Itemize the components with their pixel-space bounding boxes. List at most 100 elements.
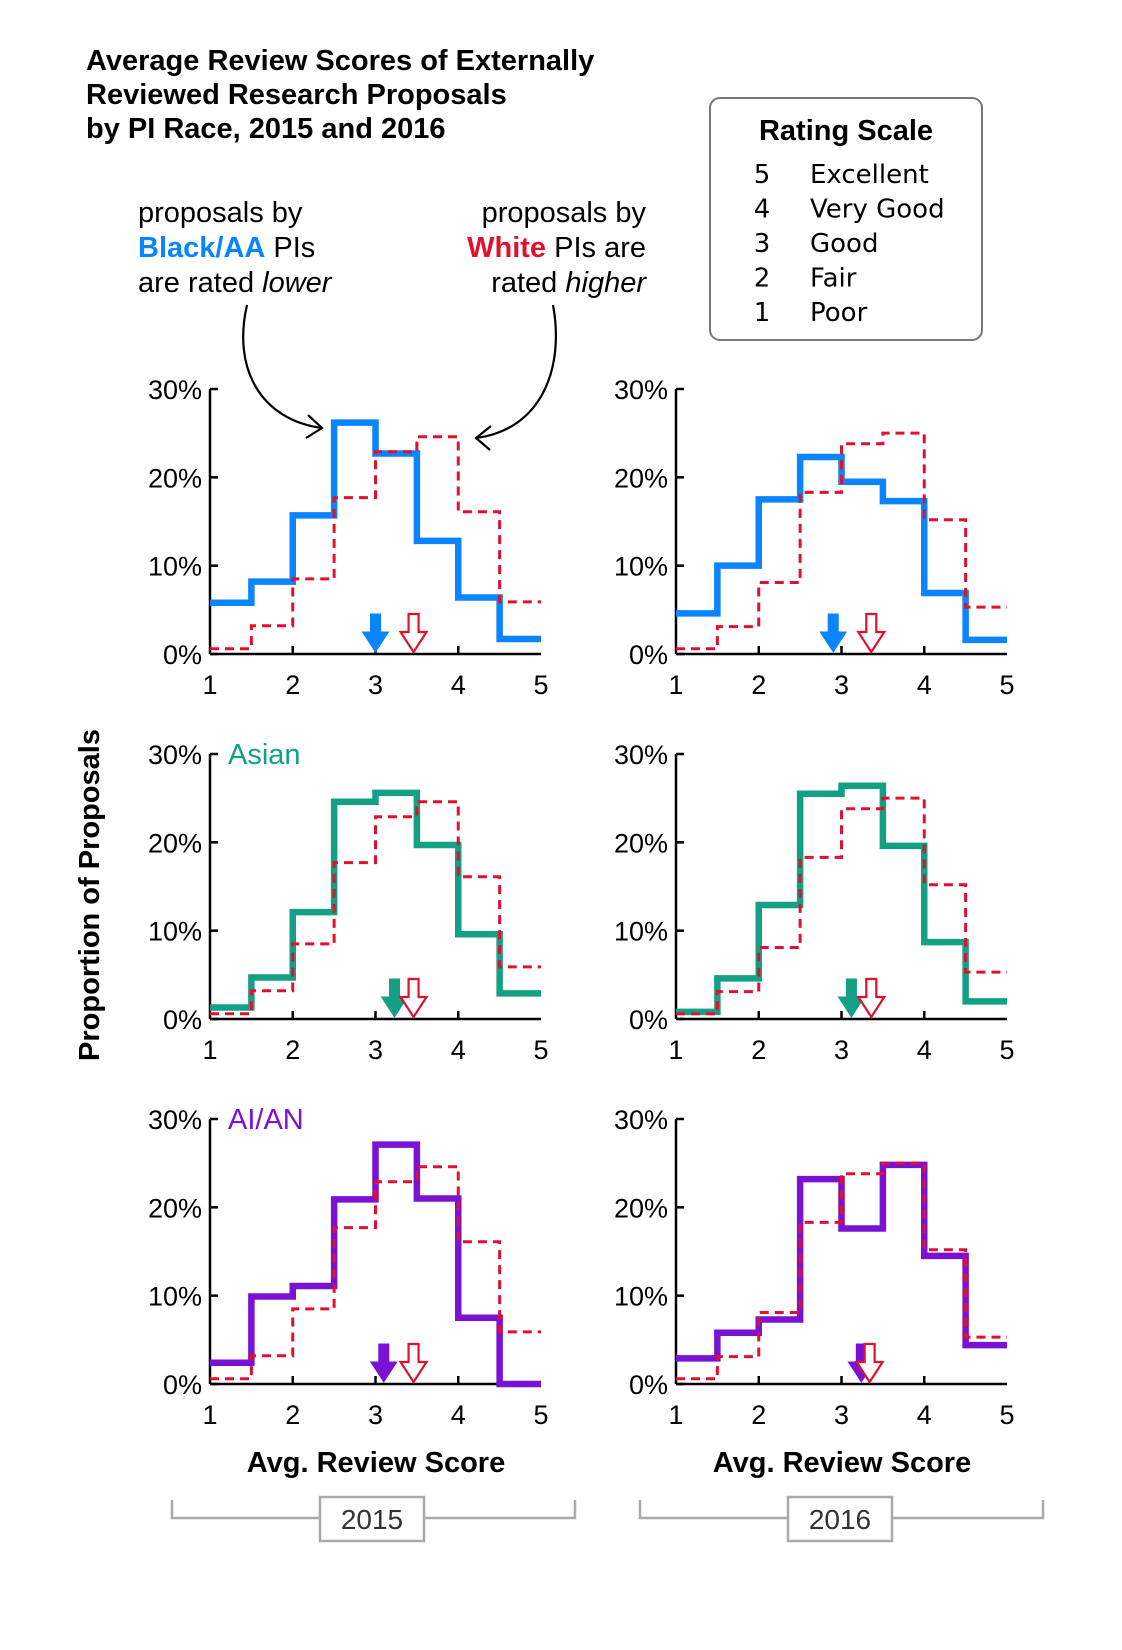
legend-title: Rating Scale: [759, 115, 933, 147]
group-label: AI/AN: [228, 1104, 304, 1136]
y-tick-label: 0%: [163, 640, 202, 670]
annotation-left-line2: Black/AA PIs: [138, 232, 315, 264]
y-tick-label: 0%: [629, 1005, 668, 1035]
x-tick-label: 1: [668, 1400, 683, 1430]
x-tick-label: 5: [533, 670, 548, 700]
title-line-3: by PI Race, 2015 and 2016: [86, 113, 446, 145]
y-tick-label: 20%: [148, 463, 202, 493]
y-tick-label: 30%: [614, 375, 668, 405]
x-tick-label: 4: [451, 1400, 466, 1430]
annotation-right-line2: White PIs are: [467, 232, 646, 264]
x-tick-label: 3: [834, 1400, 849, 1430]
x-tick-label: 2: [751, 1400, 766, 1430]
panel-2015-asian: 0% 10% 20% 30% 1 2 3 4 5 Asian: [148, 739, 549, 1065]
annotation-right: proposals by White PIs are rated higher: [467, 197, 647, 451]
x-tick-label: 3: [368, 1035, 383, 1065]
y-axis-label: Proportion of Proposals: [74, 729, 106, 1061]
y-tick-label: 30%: [148, 740, 202, 770]
y-tick-label: 10%: [148, 917, 202, 947]
y-tick-label: 10%: [148, 552, 202, 582]
legend-score: 3: [754, 229, 771, 259]
panel-2015-black-aa: 0% 10% 20% 30% 1 2 3 4 5: [148, 375, 549, 700]
annotation-left-line2-rest: PIs: [265, 232, 315, 264]
x-tick-label: 3: [834, 1035, 849, 1065]
panel-2016-black-aa: 0% 10% 20% 30% 1 2 3 4 5: [614, 375, 1015, 700]
annotation-left: proposals by Black/AA PIs are rated lowe…: [138, 197, 333, 439]
annotation-left-arrow-head: [305, 414, 324, 439]
x-tick-label: 1: [668, 670, 683, 700]
y-tick-label: 20%: [614, 828, 668, 858]
x-tick-label: 4: [917, 1035, 932, 1065]
x-tick-label: 3: [368, 1400, 383, 1430]
y-tick-label: 20%: [148, 1193, 202, 1223]
y-tick-label: 10%: [614, 1282, 668, 1312]
series-white-step-line: [676, 796, 1007, 1016]
mean-arrow-white: [854, 1342, 885, 1385]
year-bracket-2016: 2016: [638, 1495, 1045, 1543]
y-tick-label: 30%: [148, 1105, 202, 1135]
annotation-left-line3-plain: are rated: [138, 267, 262, 299]
mean-arrow-white: [398, 1342, 429, 1385]
series-ai-an-step-line: [676, 1161, 1007, 1362]
x-tick-label: 5: [999, 1035, 1014, 1065]
bracket-line-2016: [638, 1500, 1045, 1520]
chart-title: Average Review Scores of Externally Revi…: [86, 45, 594, 145]
annotation-right-highlight: White: [467, 232, 546, 264]
x-tick-label: 3: [368, 670, 383, 700]
legend-label: Fair: [810, 264, 857, 294]
legend-label: Excellent: [810, 160, 929, 190]
year-box-2015: [318, 1495, 426, 1543]
y-tick-label: 10%: [614, 552, 668, 582]
series-black-aa-step-line: [676, 453, 1007, 644]
legend-score: 4: [754, 195, 771, 225]
mean-arrow-white: [856, 977, 887, 1020]
series-white-step-line: [210, 1165, 541, 1381]
mean-arrow-white: [856, 612, 887, 655]
annotation-right-arrow-head: [474, 425, 492, 451]
y-tick-label: 20%: [614, 463, 668, 493]
y-tick-label: 10%: [148, 1282, 202, 1312]
series-asian-step-line: [210, 789, 541, 1011]
x-tick-label: 4: [917, 670, 932, 700]
legend-label: Very Good: [810, 195, 945, 225]
series-white-step-line: [676, 431, 1007, 651]
x-axis-label-2015: Avg. Review Score: [247, 1447, 505, 1479]
x-tick-label: 1: [202, 1035, 217, 1065]
x-tick-label: 5: [533, 1400, 548, 1430]
series-black-aa-step-line: [210, 419, 541, 643]
panels: 0%10%20%30%1 2 3 4 50%10%20%30%1 2 3 4 50%10%20%…: [148, 375, 1015, 1430]
x-tick-label: 4: [451, 670, 466, 700]
annotation-right-arrow: [475, 304, 557, 440]
bracket-line-2015: [170, 1500, 577, 1520]
title-line-1: Average Review Scores of Externally: [86, 45, 594, 77]
title-line-2: Reviewed Research Proposals: [86, 79, 507, 111]
year-label-2016: 2016: [809, 1504, 871, 1535]
mean-arrow-white: [398, 612, 429, 655]
y-tick-label: 0%: [629, 1370, 668, 1400]
x-tick-label: 5: [533, 1035, 548, 1065]
y-tick-label: 30%: [614, 740, 668, 770]
x-tick-label: 1: [202, 670, 217, 700]
x-tick-label: 4: [451, 1035, 466, 1065]
x-tick-label: 2: [285, 1400, 300, 1430]
x-tick-label: 5: [999, 1400, 1014, 1430]
legend-label: Poor: [810, 298, 868, 328]
legend-label: Good: [810, 229, 878, 259]
y-tick-label: 30%: [614, 1105, 668, 1135]
x-tick-label: 2: [285, 1035, 300, 1065]
mean-arrow-ai-an: [369, 1343, 398, 1383]
legend-items: 5 Excellent 4 Very Good 3 Good 2 Fair 1 Poor: [754, 160, 945, 328]
annotation-left-line1: proposals by: [138, 197, 303, 229]
mean-arrow-asian: [380, 978, 409, 1018]
x-axis-label-2016: Avg. Review Score: [713, 1447, 971, 1479]
y-tick-label: 20%: [148, 828, 202, 858]
panel-2016-ai-an: 0% 10% 20% 30% 1 2 3 4 5: [614, 1105, 1015, 1430]
annotation-right-line2-rest: PIs are: [546, 232, 646, 264]
mean-arrow-asian: [837, 978, 866, 1018]
mean-arrow-black-aa: [819, 613, 848, 653]
year-bracket-2015: 2015: [170, 1495, 577, 1543]
x-tick-label: 2: [285, 670, 300, 700]
y-tick-label: 0%: [629, 640, 668, 670]
x-tick-label: 1: [668, 1035, 683, 1065]
group-label: Asian: [228, 739, 301, 771]
